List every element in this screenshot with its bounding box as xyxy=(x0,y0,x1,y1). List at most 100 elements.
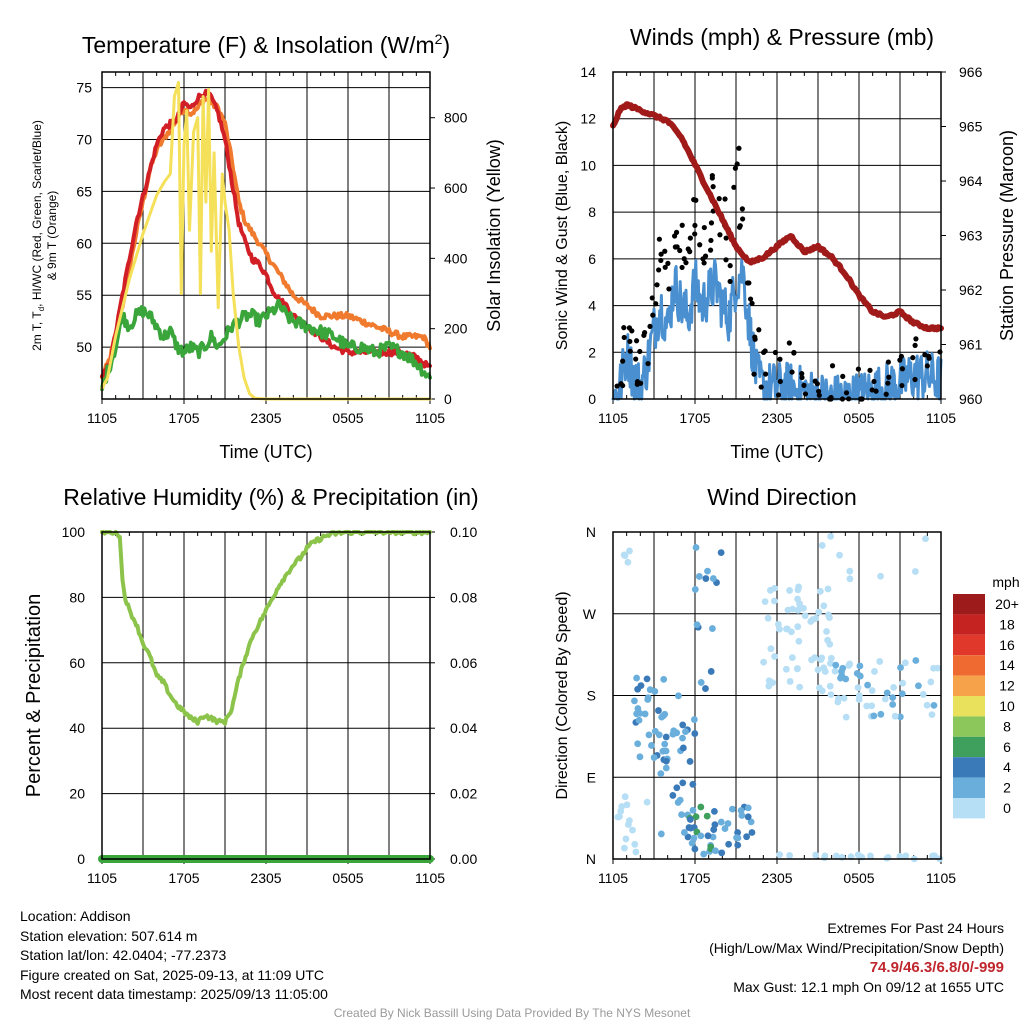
y-tick-label: W xyxy=(583,606,597,622)
legend-swatch xyxy=(953,634,985,656)
y-tick-label: 14 xyxy=(580,64,596,80)
direction-point xyxy=(662,747,670,755)
y-tick-label: 0 xyxy=(77,851,85,867)
direction-point xyxy=(915,682,922,690)
direction-point xyxy=(631,697,638,705)
gust-point xyxy=(883,391,889,397)
direction-point xyxy=(689,780,697,788)
y2-tick-label: 961 xyxy=(959,337,983,353)
direction-point xyxy=(788,654,796,662)
x-tick-label: 1105 xyxy=(926,870,956,886)
station-info: Location: Addison Station elevation: 507… xyxy=(20,907,328,1005)
y2-tick-label: 0.04 xyxy=(450,720,477,736)
direction-point xyxy=(838,668,845,675)
y2-axis-label: Station Pressure (Maroon) xyxy=(997,130,1017,341)
x-tick-label: 1105 xyxy=(415,410,445,426)
direction-point xyxy=(922,535,929,543)
direction-point xyxy=(662,764,670,772)
plot-frame xyxy=(612,71,942,400)
direction-point xyxy=(641,710,649,718)
direction-point xyxy=(912,657,920,664)
gust-point xyxy=(641,332,647,338)
direction-point xyxy=(737,807,745,814)
legend-swatch xyxy=(953,594,985,615)
direction-point xyxy=(678,811,686,819)
direction-point xyxy=(692,544,700,551)
y-tick-label: S xyxy=(587,688,596,704)
direction-point xyxy=(896,852,904,860)
direction-point xyxy=(625,817,633,825)
pressure-line xyxy=(610,101,944,333)
direction-point xyxy=(697,679,705,686)
direction-point xyxy=(902,852,910,860)
gust-point xyxy=(654,282,660,288)
direction-point xyxy=(855,692,863,700)
gust-point xyxy=(761,349,767,356)
direction-point xyxy=(689,806,697,814)
direction-point xyxy=(846,660,854,668)
y2-tick-label: 965 xyxy=(959,119,983,135)
direction-point xyxy=(876,658,884,665)
x-tick-label: 1105 xyxy=(87,410,117,426)
gust-point xyxy=(829,363,836,369)
direction-point xyxy=(631,840,639,848)
meteogram-canvas: 1105 1705 2305 0505 110550556065707502004006… xyxy=(23,24,1020,886)
direction-point xyxy=(636,753,644,761)
direction-point xyxy=(670,727,678,735)
direction-point xyxy=(634,740,642,748)
direction-point xyxy=(820,664,828,672)
direction-point xyxy=(818,654,826,662)
direction-point xyxy=(764,614,772,622)
direction-point xyxy=(877,710,885,718)
y2-tick-label: 960 xyxy=(959,391,983,407)
direction-point xyxy=(704,832,712,840)
gust-point xyxy=(912,376,918,383)
direction-point xyxy=(821,852,829,860)
direction-point xyxy=(786,852,794,859)
extremes-values: 74.9/46.3/6.8/0/-999 xyxy=(869,959,1004,976)
direction-point xyxy=(618,803,626,810)
gust-point xyxy=(647,323,653,329)
gust-point xyxy=(855,366,862,372)
series-line-green xyxy=(100,298,432,392)
elevation-text: Station elevation: 507.614 m xyxy=(20,927,198,944)
direction-point xyxy=(796,683,804,691)
legend-label: 2 xyxy=(1003,780,1011,796)
direction-point xyxy=(856,672,864,680)
gust-point xyxy=(752,336,758,342)
gust-point xyxy=(814,381,820,387)
direction-point xyxy=(889,701,897,708)
direction-point xyxy=(744,804,752,812)
chart-title: Wind Direction xyxy=(707,484,857,510)
direction-point xyxy=(620,551,628,559)
y2-tick-label: 200 xyxy=(444,321,468,337)
direction-point xyxy=(695,573,703,580)
legend-swatch xyxy=(953,757,985,778)
gust-point xyxy=(751,371,757,377)
direction-point xyxy=(622,835,630,843)
y-tick-label: N xyxy=(586,851,596,867)
direction-point xyxy=(691,586,699,593)
direction-point xyxy=(842,675,850,683)
chart-title: Temperature (F) & Insolation (W/m2) xyxy=(82,31,450,58)
direction-point xyxy=(835,695,842,703)
y-axis-label: Sonic Wind & Gust (Blue, Black) xyxy=(554,121,571,350)
direction-point xyxy=(863,702,871,710)
gust-point xyxy=(701,224,707,231)
y-tick-label: 12 xyxy=(580,111,596,127)
direction-point xyxy=(709,575,717,582)
y-tick-label: 4 xyxy=(588,298,596,314)
y-tick-label: 20 xyxy=(69,786,85,802)
direction-point xyxy=(771,653,779,660)
direction-point xyxy=(883,689,891,697)
gust-point xyxy=(697,242,703,248)
direction-point xyxy=(840,694,848,702)
gust-point xyxy=(679,222,685,228)
extremes-subtitle: (High/Low/Max Wind/Precipitation/Snow De… xyxy=(709,939,1004,956)
direction-point xyxy=(657,830,665,838)
direction-point xyxy=(896,713,904,721)
direction-point xyxy=(724,820,732,827)
direction-point xyxy=(774,620,782,628)
x-tick-label: 0505 xyxy=(843,870,874,886)
